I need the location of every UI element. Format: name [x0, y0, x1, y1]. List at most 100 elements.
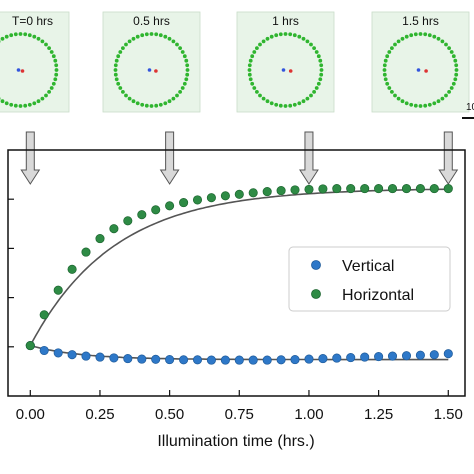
trap-spot	[385, 81, 390, 86]
trap-spot	[288, 103, 293, 108]
trap-spot	[382, 68, 387, 72]
trap-spot	[185, 72, 190, 77]
trap-spot	[175, 93, 179, 98]
trap-spot	[158, 102, 163, 107]
trap-spot	[114, 77, 119, 82]
trap-spot	[158, 33, 163, 38]
trap-spot	[387, 86, 392, 90]
trap-spot	[121, 90, 125, 94]
x-tick-label: 1.25	[364, 406, 393, 423]
trap-spot	[301, 36, 306, 41]
point-horizontal	[429, 184, 439, 194]
trap-spot	[413, 103, 418, 108]
trap-spot	[9, 102, 14, 107]
trap-spot	[247, 72, 252, 77]
trap-spot	[247, 68, 252, 72]
trap-spot	[27, 102, 32, 107]
point-horizontal	[443, 184, 453, 194]
point-vertical	[415, 350, 425, 360]
trap-spot	[13, 103, 18, 108]
trap-spot	[116, 54, 121, 59]
trap-spot	[131, 36, 136, 41]
legend-box	[288, 246, 451, 312]
trap-spot	[252, 50, 257, 54]
trap-spot	[278, 103, 283, 108]
legend-marker-horizontal	[311, 289, 321, 299]
point-horizontal	[179, 198, 189, 208]
point-vertical	[137, 354, 147, 364]
trap-spot	[382, 72, 387, 77]
trap-spot	[53, 77, 58, 82]
trap-spot	[250, 54, 255, 59]
panel-background	[236, 11, 335, 113]
trap-spot	[390, 46, 394, 50]
trap-spot	[54, 72, 59, 77]
point-vertical	[387, 351, 398, 361]
trap-spot	[49, 50, 54, 54]
point-horizontal	[137, 210, 147, 220]
trap-spot	[297, 101, 302, 106]
point-vertical	[39, 345, 49, 356]
point-vertical	[276, 355, 286, 365]
trap-spot	[40, 39, 45, 44]
point-vertical	[179, 355, 189, 365]
trap-spot	[113, 63, 118, 68]
y-axis-ticks	[8, 198, 14, 348]
trap-spot	[180, 50, 185, 54]
trap-spot	[265, 99, 270, 104]
point-horizontal	[192, 195, 203, 205]
trap-spot	[167, 99, 172, 104]
trap-spot	[312, 46, 316, 50]
trap-spot	[312, 90, 316, 94]
trap-spot	[269, 34, 274, 39]
trap-spot	[23, 103, 28, 108]
point-vertical	[304, 354, 314, 364]
trap-spot	[297, 34, 302, 39]
plot-frame	[7, 149, 466, 397]
trap-spot	[436, 36, 441, 41]
point-vertical	[360, 352, 370, 362]
trap-spot	[318, 58, 323, 63]
trap-spot	[4, 34, 9, 39]
trap-spot	[255, 90, 259, 94]
trap-spot	[144, 32, 149, 37]
trap-spot	[171, 96, 176, 101]
trap-spot	[47, 46, 51, 50]
trap-spot	[390, 90, 394, 94]
trap-spot	[427, 102, 432, 107]
trap-spot	[44, 93, 48, 98]
center-marker-red	[424, 69, 428, 73]
trap-spot	[258, 42, 262, 47]
point-horizontal	[387, 184, 398, 194]
down-arrow-icon	[20, 131, 41, 185]
microscopy-panel: T=0 hrs	[0, 11, 70, 113]
x-axis-title: Illumination time (hrs.)	[157, 433, 314, 450]
trap-spot	[444, 93, 448, 98]
trap-spot	[248, 77, 253, 82]
trap-spot	[283, 104, 288, 108]
trap-spot	[261, 96, 266, 101]
trap-spot	[309, 93, 313, 98]
trap-spot	[135, 101, 140, 106]
trap-spot	[385, 54, 390, 59]
trap-spot	[447, 46, 451, 50]
trap-spot	[250, 81, 255, 86]
plot-area: 0.00 0.25 0.50 0.75 1.00 1.25 1.50 Vertical Ho…	[7, 149, 466, 450]
trap-spot	[314, 50, 319, 54]
trap-spot	[154, 103, 159, 108]
point-vertical	[248, 355, 258, 365]
trap-spot	[54, 68, 59, 72]
point-horizontal	[401, 184, 412, 194]
x-tick-label: 1.50	[434, 406, 463, 423]
trap-spot	[27, 33, 32, 38]
trap-spot	[252, 86, 257, 90]
trap-spot	[396, 39, 401, 44]
trap-spot	[118, 86, 123, 90]
trap-spot	[113, 68, 118, 72]
trap-spot	[248, 58, 253, 63]
trap-spot	[18, 32, 23, 36]
center-marker-blue	[147, 68, 152, 72]
point-horizontal	[220, 191, 230, 201]
x-tick-label: 0.25	[85, 406, 114, 423]
trap-spot	[40, 96, 45, 101]
